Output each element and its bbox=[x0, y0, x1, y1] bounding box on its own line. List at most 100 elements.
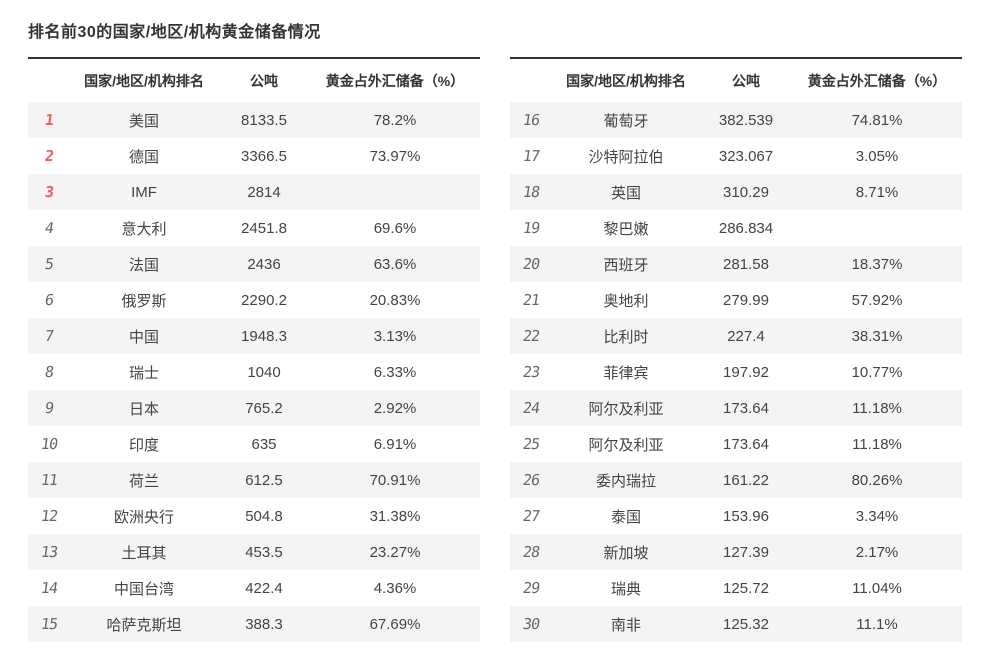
rank-cell: 6 bbox=[28, 282, 70, 318]
rank-cell: 30 bbox=[510, 606, 552, 642]
tons-cell: 127.39 bbox=[723, 543, 769, 561]
header-pct: 黄金占外汇储备（%） bbox=[310, 58, 480, 102]
country-cell: 德国 bbox=[128, 148, 159, 166]
table-row: 10 印度 635 6.91% bbox=[28, 426, 480, 462]
country-cell: 比利时 bbox=[603, 328, 649, 346]
tons-cell: 310.29 bbox=[723, 183, 769, 201]
tons-cell: 504.8 bbox=[245, 507, 283, 525]
rank-value: 15 bbox=[39, 615, 59, 633]
tons-cell: 3366.5 bbox=[241, 147, 287, 165]
rank-value: 28 bbox=[521, 543, 541, 561]
tons-cell: 125.72 bbox=[723, 579, 769, 597]
table-row: 18 英国 310.29 8.71% bbox=[510, 174, 962, 210]
rank-cell: 10 bbox=[28, 426, 70, 462]
country-cell: 美国 bbox=[128, 112, 159, 130]
country-cell: 法国 bbox=[128, 256, 159, 274]
rank-cell: 16 bbox=[510, 102, 552, 138]
table-header: 国家/地区/机构排名 公吨 黄金占外汇储备（%） bbox=[28, 58, 480, 102]
tons-cell: 279.99 bbox=[723, 291, 769, 309]
country-cell: 奥地利 bbox=[603, 292, 649, 310]
pct-cell: 3.05% bbox=[855, 147, 899, 165]
rank-cell: 5 bbox=[28, 246, 70, 282]
rank-value: 24 bbox=[521, 399, 541, 417]
rank-cell: 2 bbox=[28, 138, 70, 174]
tons-cell: 227.4 bbox=[727, 327, 765, 345]
rank-cell: 15 bbox=[28, 606, 70, 642]
tons-cell: 765.2 bbox=[245, 399, 283, 417]
country-cell: 瑞典 bbox=[610, 580, 641, 598]
rank-value: 27 bbox=[521, 507, 541, 525]
rank-value: 3 bbox=[43, 183, 55, 201]
pct-cell: 11.1% bbox=[856, 615, 898, 633]
rank-cell: 19 bbox=[510, 210, 552, 246]
country-cell: 英国 bbox=[610, 184, 641, 202]
header-pct: 黄金占外汇储备（%） bbox=[792, 58, 962, 102]
tons-cell: 8133.5 bbox=[241, 111, 287, 129]
pct-cell: 31.38% bbox=[369, 507, 421, 525]
country-cell: 南非 bbox=[610, 616, 641, 634]
header-tons: 公吨 bbox=[700, 58, 792, 102]
pct-cell: 70.91% bbox=[369, 471, 421, 489]
country-cell: 中国 bbox=[128, 328, 159, 346]
table-row: 20 西班牙 281.58 18.37% bbox=[510, 246, 962, 282]
rank-cell: 1 bbox=[28, 102, 70, 138]
pct-cell: 63.6% bbox=[373, 255, 417, 273]
table-row: 2 德国 3366.5 73.97% bbox=[28, 138, 480, 174]
country-cell: 委内瑞拉 bbox=[595, 472, 656, 490]
rank-cell: 9 bbox=[28, 390, 70, 426]
country-cell: IMF bbox=[131, 183, 157, 201]
table-row: 29 瑞典 125.72 11.04% bbox=[510, 570, 962, 606]
table-row: 19 黎巴嫩 286.834 bbox=[510, 210, 962, 246]
rank-cell: 14 bbox=[28, 570, 70, 606]
country-cell: 俄罗斯 bbox=[121, 292, 167, 310]
tons-cell: 173.64 bbox=[723, 435, 769, 453]
country-cell: 欧洲央行 bbox=[113, 508, 174, 526]
tons-cell: 388.3 bbox=[245, 615, 283, 633]
rank-cell: 25 bbox=[510, 426, 552, 462]
pct-cell: 8.71% bbox=[855, 183, 899, 201]
country-cell: 土耳其 bbox=[121, 544, 167, 562]
table-row: 14 中国台湾 422.4 4.36% bbox=[28, 570, 480, 606]
rank-value: 4 bbox=[43, 219, 55, 237]
country-cell: 日本 bbox=[128, 400, 159, 418]
table-row: 8 瑞士 1040 6.33% bbox=[28, 354, 480, 390]
rank-value: 30 bbox=[521, 615, 541, 633]
country-cell: 阿尔及利亚 bbox=[588, 436, 664, 454]
pct-cell: 6.33% bbox=[373, 363, 417, 381]
rank-cell: 3 bbox=[28, 174, 70, 210]
rank-value: 12 bbox=[39, 507, 59, 525]
gold-reserves-table-ranks-16-30: 国家/地区/机构排名 公吨 黄金占外汇储备（%） 16 葡萄牙 382.539 … bbox=[510, 57, 962, 642]
pct-cell: 80.26% bbox=[851, 471, 903, 489]
pct-cell: 2.17% bbox=[855, 543, 899, 561]
table-row: 16 葡萄牙 382.539 74.81% bbox=[510, 102, 962, 138]
rank-value: 18 bbox=[521, 183, 541, 201]
table-row: 6 俄罗斯 2290.2 20.83% bbox=[28, 282, 480, 318]
pct-cell bbox=[792, 210, 962, 246]
header-country: 国家/地区/机构排名 bbox=[70, 58, 218, 102]
country-cell: 印度 bbox=[128, 436, 159, 454]
pct-cell: 3.34% bbox=[855, 507, 899, 525]
tons-cell: 197.92 bbox=[723, 363, 769, 381]
tons-cell: 2451.8 bbox=[241, 219, 287, 237]
pct-cell: 74.81% bbox=[851, 111, 903, 129]
table-row: 15 哈萨克斯坦 388.3 67.69% bbox=[28, 606, 480, 642]
pct-cell: 23.27% bbox=[369, 543, 421, 561]
rank-value: 8 bbox=[43, 363, 55, 381]
country-cell: 菲律宾 bbox=[603, 364, 649, 382]
rank-value: 11 bbox=[39, 471, 59, 489]
rank-value: 9 bbox=[43, 399, 55, 417]
pct-cell bbox=[310, 174, 480, 210]
country-cell: 沙特阿拉伯 bbox=[588, 148, 664, 166]
table-row: 27 泰国 153.96 3.34% bbox=[510, 498, 962, 534]
table-row: 7 中国 1948.3 3.13% bbox=[28, 318, 480, 354]
page-title: 排名前30的国家/地区/机构黄金储备情况 bbox=[28, 24, 321, 41]
tons-cell: 2290.2 bbox=[241, 291, 287, 309]
table-row: 21 奥地利 279.99 57.92% bbox=[510, 282, 962, 318]
header-rank bbox=[28, 58, 70, 102]
tables-container: 国家/地区/机构排名 公吨 黄金占外汇储备（%） 1 美国 8133.5 78.… bbox=[28, 57, 962, 642]
pct-cell: 4.36% bbox=[373, 579, 417, 597]
tons-cell: 453.5 bbox=[245, 543, 283, 561]
pct-cell: 78.2% bbox=[373, 111, 417, 129]
rank-cell: 12 bbox=[28, 498, 70, 534]
